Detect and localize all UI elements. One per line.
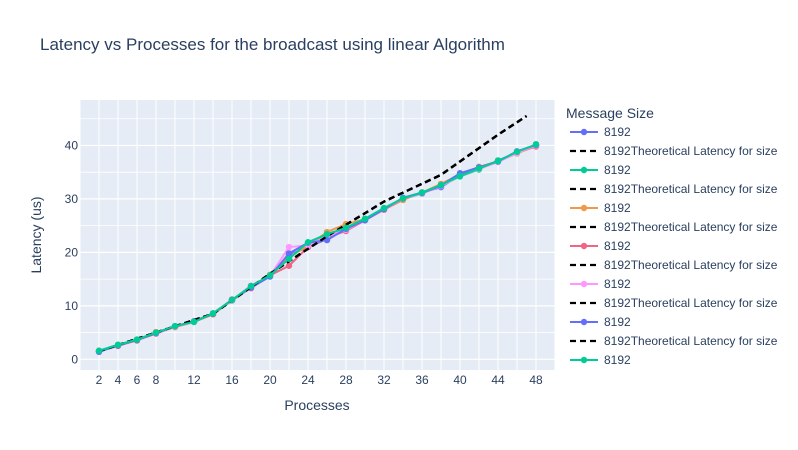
- y-tick-label: 0: [71, 352, 78, 366]
- data-point: [114, 341, 122, 349]
- legend-item[interactable]: 8192: [570, 277, 631, 291]
- x-tick-label: 12: [187, 373, 201, 387]
- legend-marker: [580, 356, 588, 364]
- legend-title: Message Size: [566, 105, 654, 121]
- data-point: [323, 230, 331, 238]
- legend-item[interactable]: 8192Theoretical Latency for size: [570, 334, 778, 348]
- chart-title: Latency vs Processes for the broadcast u…: [40, 35, 505, 54]
- data-point: [437, 181, 445, 189]
- legend-marker: [580, 242, 588, 250]
- legend-label: 8192: [604, 239, 631, 253]
- x-tick-labels: 2 4 6 8 12 16 20 24 28 32 36 40 44 48: [96, 373, 543, 387]
- series-12: [95, 141, 540, 354]
- x-tick-label: 40: [453, 373, 467, 387]
- series-line: [98, 143, 537, 352]
- data-point: [399, 195, 407, 202]
- legend-item[interactable]: 8192: [570, 201, 631, 215]
- x-axis-title: Processes: [284, 397, 349, 413]
- legend-item[interactable]: 8192: [570, 239, 631, 253]
- legend-item[interactable]: 8192: [570, 163, 631, 177]
- x-tick-label: 44: [491, 373, 505, 387]
- data-point: [133, 336, 141, 343]
- x-tick-label: 32: [377, 373, 391, 387]
- data-point: [494, 157, 502, 165]
- legend-label: 8192Theoretical Latency for size: [604, 296, 778, 310]
- data-point: [475, 165, 483, 172]
- legend-marker: [580, 280, 588, 288]
- legend-label: 8192Theoretical Latency for size: [604, 220, 778, 234]
- data-point: [285, 243, 293, 251]
- data-point: [456, 172, 464, 180]
- data-point: [266, 272, 274, 279]
- data-point: [342, 224, 350, 231]
- y-tick-label: 10: [65, 299, 79, 313]
- y-axis-title: Latency (us): [28, 196, 44, 273]
- x-tick-label: 24: [301, 373, 315, 387]
- legend-marker: [580, 318, 588, 326]
- data-point: [152, 329, 160, 336]
- data-point: [532, 141, 540, 148]
- legend-item[interactable]: 8192Theoretical Latency for size: [570, 296, 778, 310]
- legend-item[interactable]: 8192: [570, 125, 631, 139]
- x-tick-label: 48: [529, 373, 543, 387]
- y-tick-label: 40: [65, 138, 79, 152]
- legend-marker: [580, 204, 588, 212]
- theoretical-line: [98, 115, 528, 353]
- legend-item[interactable]: 8192: [570, 315, 631, 329]
- legend-label: 8192: [604, 353, 631, 367]
- data-point: [418, 189, 426, 196]
- x-tick-label: 36: [415, 373, 429, 387]
- legend-marker: [580, 128, 588, 136]
- legend-label: 8192Theoretical Latency for size: [604, 182, 778, 196]
- legend-label: 8192Theoretical Latency for size: [604, 258, 778, 272]
- x-tick-label: 6: [134, 373, 141, 387]
- data-point: [228, 296, 236, 304]
- legend-item[interactable]: 8192Theoretical Latency for size: [570, 220, 778, 234]
- x-tick-label: 8: [153, 373, 160, 387]
- legend-label: 8192: [604, 163, 631, 177]
- data-point: [304, 239, 312, 246]
- legend-label: 8192Theoretical Latency for size: [604, 144, 778, 158]
- legend-item[interactable]: 8192: [570, 353, 631, 367]
- legend-item[interactable]: 8192Theoretical Latency for size: [570, 144, 778, 158]
- data-point: [380, 204, 388, 212]
- data-point: [285, 255, 293, 262]
- legend-label: 8192: [604, 201, 631, 215]
- legend-item[interactable]: 8192Theoretical Latency for size: [570, 182, 778, 196]
- data-point: [171, 322, 179, 330]
- legend-label: 8192: [604, 315, 631, 329]
- plot-area: [80, 100, 555, 370]
- legend-label: 8192Theoretical Latency for size: [604, 334, 778, 348]
- legend-label: 8192: [604, 277, 631, 291]
- data-point: [361, 215, 369, 222]
- legend[interactable]: Message Size 8192 8192Theoretical Latency…: [566, 105, 778, 367]
- x-tick-label: 4: [115, 373, 122, 387]
- data-point: [95, 347, 103, 354]
- series-11: [98, 115, 528, 353]
- data-point: [285, 250, 293, 257]
- legend-label: 8192: [604, 125, 631, 139]
- x-tick-label: 2: [96, 373, 103, 387]
- legend-item[interactable]: 8192Theoretical Latency for size: [570, 258, 778, 272]
- y-tick-labels: 0 10 20 30 40: [65, 138, 79, 366]
- data-point: [285, 262, 293, 269]
- data-point: [209, 310, 217, 317]
- x-tick-label: 16: [225, 373, 239, 387]
- data-point: [513, 148, 521, 156]
- x-tick-label: 20: [263, 373, 277, 387]
- data-point: [247, 282, 255, 290]
- legend-marker: [580, 166, 588, 174]
- y-tick-label: 30: [65, 192, 79, 206]
- data-point: [190, 318, 198, 326]
- series-layer: [95, 115, 540, 356]
- y-tick-label: 20: [65, 245, 79, 259]
- x-tick-label: 28: [339, 373, 353, 387]
